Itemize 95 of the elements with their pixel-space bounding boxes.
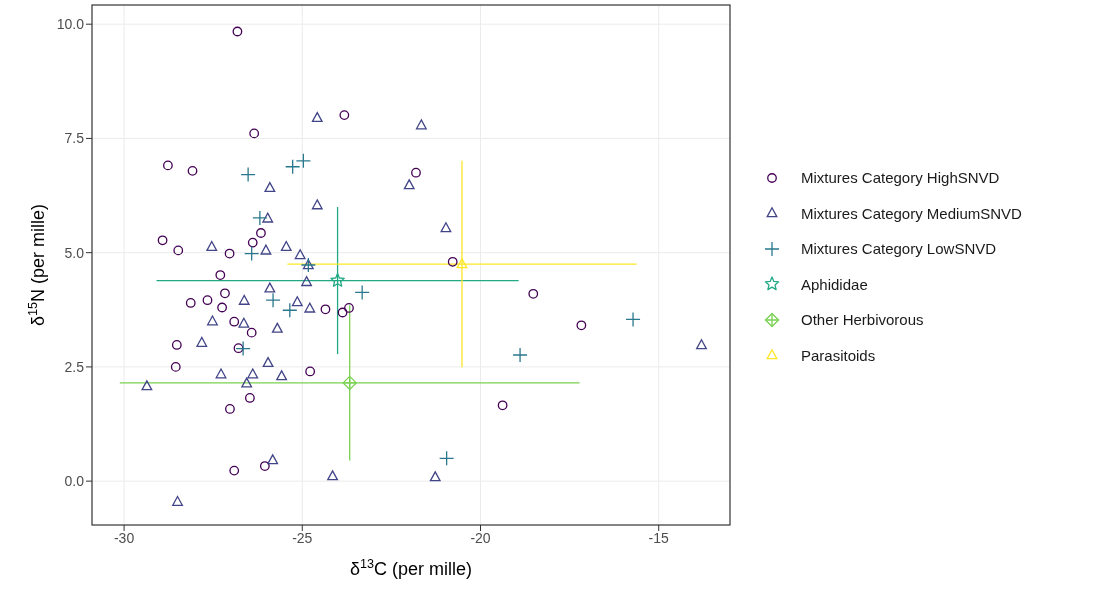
x-tick-label: -30 bbox=[113, 529, 135, 546]
point bbox=[187, 165, 198, 176]
point bbox=[241, 377, 253, 388]
point bbox=[141, 380, 153, 391]
point bbox=[233, 343, 244, 354]
point bbox=[294, 249, 306, 260]
point bbox=[415, 119, 427, 130]
legend-label: Aphididae bbox=[801, 275, 868, 293]
point bbox=[625, 311, 641, 328]
point bbox=[238, 317, 250, 328]
point bbox=[295, 153, 312, 169]
point bbox=[447, 256, 458, 267]
point bbox=[262, 212, 274, 223]
point bbox=[207, 315, 218, 326]
x-tick-label: -25 bbox=[292, 529, 313, 546]
point bbox=[440, 222, 452, 233]
point bbox=[224, 248, 235, 259]
point bbox=[497, 400, 508, 411]
x-tick-label: -20 bbox=[470, 529, 491, 546]
point bbox=[206, 240, 218, 251]
point bbox=[339, 110, 350, 121]
point bbox=[170, 362, 181, 372]
point bbox=[696, 339, 707, 350]
point bbox=[327, 470, 339, 481]
point bbox=[411, 167, 421, 178]
legend-label: Mixtures Category LowSNVD bbox=[801, 240, 997, 258]
point bbox=[229, 465, 240, 476]
legend-label: Mixtures Category MediumSNVD bbox=[801, 204, 1022, 222]
point bbox=[265, 292, 281, 308]
point bbox=[202, 295, 213, 306]
point bbox=[512, 347, 528, 363]
legend-label: Parasitoids bbox=[801, 346, 876, 364]
point bbox=[337, 307, 348, 318]
point bbox=[354, 284, 370, 301]
point bbox=[225, 404, 235, 414]
point bbox=[429, 471, 441, 482]
point bbox=[304, 302, 316, 313]
point bbox=[342, 375, 357, 391]
point bbox=[260, 244, 272, 255]
point bbox=[285, 159, 301, 175]
point bbox=[320, 304, 331, 315]
point bbox=[438, 450, 455, 466]
point bbox=[220, 288, 230, 299]
point bbox=[259, 461, 270, 471]
point bbox=[245, 393, 255, 403]
point bbox=[163, 160, 173, 171]
point bbox=[238, 294, 250, 305]
point bbox=[271, 322, 283, 333]
point bbox=[344, 303, 354, 313]
y-tick-label: 5.0 bbox=[64, 244, 85, 261]
point bbox=[252, 210, 268, 226]
point bbox=[246, 327, 257, 338]
point bbox=[232, 26, 243, 37]
point bbox=[185, 298, 196, 308]
point bbox=[264, 282, 276, 293]
y-tick-label: 10.0 bbox=[56, 16, 85, 33]
point bbox=[215, 368, 227, 379]
y-tick-label: 7.5 bbox=[64, 130, 85, 147]
point bbox=[196, 336, 208, 347]
point bbox=[217, 302, 227, 313]
point bbox=[276, 370, 288, 381]
point bbox=[249, 128, 260, 139]
point bbox=[311, 112, 323, 123]
point bbox=[235, 340, 251, 357]
point bbox=[247, 368, 259, 379]
point bbox=[280, 240, 292, 251]
point bbox=[215, 270, 226, 280]
point bbox=[267, 454, 279, 465]
legend-label: Other Herbivorous bbox=[801, 311, 924, 329]
point bbox=[311, 199, 323, 210]
point bbox=[256, 228, 266, 238]
x-axis-title: δ$^{13}$C (per mille) bbox=[349, 557, 473, 579]
point bbox=[244, 245, 260, 262]
point bbox=[576, 320, 587, 331]
point bbox=[172, 495, 183, 506]
point bbox=[229, 316, 240, 327]
point bbox=[282, 302, 298, 318]
point bbox=[240, 166, 256, 183]
point bbox=[264, 181, 276, 193]
point bbox=[305, 366, 316, 377]
point bbox=[528, 288, 539, 299]
y-tick-label: 0.0 bbox=[64, 473, 85, 490]
point bbox=[171, 340, 182, 350]
point bbox=[330, 272, 345, 287]
y-tick-label: 2.5 bbox=[64, 358, 85, 375]
point bbox=[456, 258, 468, 269]
point bbox=[301, 276, 313, 287]
point bbox=[173, 245, 184, 256]
point bbox=[403, 179, 415, 190]
point bbox=[247, 237, 258, 248]
point bbox=[157, 235, 168, 246]
x-tick-label: -15 bbox=[648, 529, 670, 546]
legend-label: Mixtures Category HighSNVD bbox=[801, 169, 1000, 187]
point bbox=[262, 356, 274, 368]
point bbox=[291, 296, 303, 307]
